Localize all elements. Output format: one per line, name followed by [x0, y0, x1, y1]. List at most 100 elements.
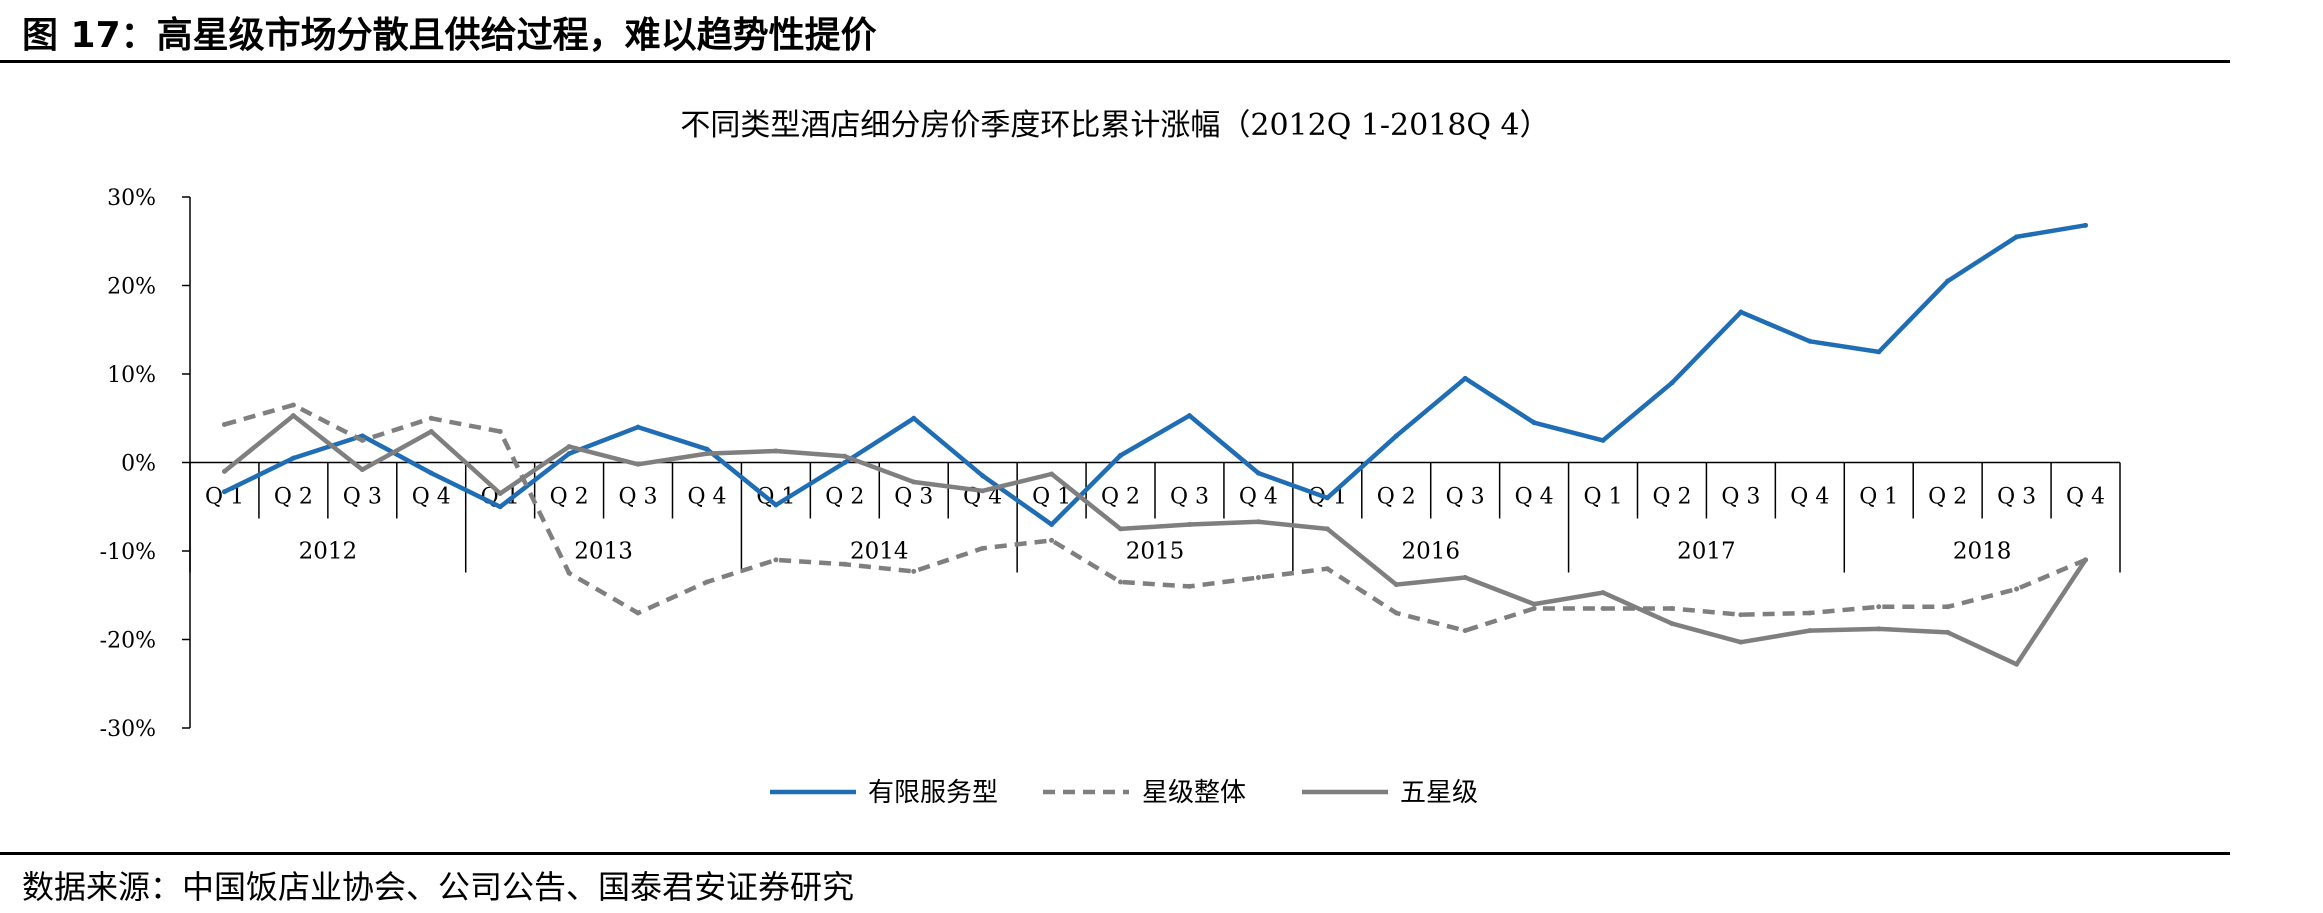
- bottom-rule: [0, 852, 2230, 855]
- data-point: [1807, 628, 1813, 634]
- quarter-label: Q 3: [1446, 485, 1485, 510]
- data-point: [566, 444, 572, 450]
- data-point: [1876, 349, 1882, 355]
- data-point: [1600, 606, 1606, 612]
- data-point: [635, 461, 641, 467]
- data-point: [1462, 375, 1468, 381]
- quarter-label: Q 3: [1170, 485, 1209, 510]
- year-label: 2013: [574, 539, 633, 565]
- data-point: [1945, 278, 1951, 284]
- data-point: [221, 468, 227, 474]
- data-point: [1600, 590, 1606, 596]
- y-tick-label: -30%: [100, 717, 156, 742]
- legend-item: 有限服务型: [770, 778, 998, 808]
- data-point: [497, 429, 503, 435]
- data-point: [359, 467, 365, 473]
- data-point: [1807, 338, 1813, 344]
- quarter-label: Q 3: [619, 485, 658, 510]
- data-point: [290, 413, 296, 419]
- data-point: [842, 453, 848, 459]
- source-note: 数据来源：中国饭店业协会、公司公告、国泰君安证券研究: [22, 868, 855, 906]
- series-1: [221, 402, 2089, 634]
- series-line: [222, 223, 2088, 527]
- data-point: [359, 437, 365, 443]
- series-layer: [221, 222, 2089, 667]
- year-label: 2012: [299, 539, 358, 565]
- data-point: [497, 504, 503, 510]
- y-tick-label: -10%: [100, 540, 156, 565]
- data-point: [221, 421, 227, 427]
- x-axis: Q 1 Q 2 Q 3 Q 4 Q 1 Q 2 Q 3 Q 4 Q 1 Q 2 Q 3 Q 4 Q 1 Q…: [189, 461, 2121, 573]
- figure-title: 图 17：高星级市场分散且供给过程，难以趋势性提价: [22, 15, 877, 56]
- year-label: 2015: [1126, 539, 1185, 565]
- quarter-label: Q 1: [205, 485, 244, 510]
- data-point: [1807, 610, 1813, 616]
- data-point: [428, 415, 434, 421]
- data-point: [1945, 629, 1951, 635]
- data-point: [980, 488, 986, 494]
- data-point: [911, 568, 917, 574]
- data-point: [2014, 234, 2020, 240]
- data-point: [1186, 413, 1192, 419]
- legend-item: 星级整体: [1043, 778, 1246, 808]
- legend-label: 五星级: [1400, 778, 1478, 808]
- data-point: [1738, 612, 1744, 618]
- data-point: [1049, 521, 1055, 527]
- data-point: [1118, 452, 1124, 458]
- data-point: [842, 460, 848, 465]
- data-point: [566, 570, 572, 576]
- data-point: [1324, 495, 1330, 501]
- year-label: 2016: [1401, 539, 1460, 565]
- quarter-label: Q 1: [1859, 485, 1898, 510]
- year-label: 2017: [1677, 539, 1736, 565]
- quarter-label: Q 2: [550, 485, 589, 510]
- data-point: [842, 561, 848, 567]
- data-point: [290, 402, 296, 408]
- data-point: [1393, 433, 1399, 439]
- data-point: [704, 446, 710, 452]
- quarter-label: Q 2: [1101, 485, 1140, 510]
- quarter-label: Q 3: [1721, 485, 1760, 510]
- data-point: [911, 479, 917, 485]
- y-tick-label: 20%: [107, 275, 156, 300]
- data-point: [1876, 626, 1882, 632]
- data-point: [1945, 604, 1951, 610]
- quarter-label: Q 2: [274, 485, 313, 510]
- quarter-label: Q 2: [1652, 485, 1691, 510]
- quarter-label: Q 3: [894, 485, 933, 510]
- year-label: 2018: [1953, 539, 2012, 565]
- legend-item: 五星级: [1302, 778, 1478, 808]
- data-point: [1049, 537, 1055, 543]
- data-point: [980, 473, 986, 479]
- quarter-label: Q 4: [412, 485, 451, 510]
- data-point: [704, 579, 710, 585]
- data-point: [1876, 604, 1882, 610]
- data-point: [773, 502, 779, 508]
- data-point: [980, 545, 986, 551]
- y-tick-label: 30%: [107, 186, 156, 211]
- data-point: [428, 470, 434, 476]
- data-point: [1669, 380, 1675, 386]
- data-point: [1186, 521, 1192, 527]
- data-point: [1255, 575, 1261, 581]
- data-point: [1462, 628, 1468, 634]
- quarter-label: Q 4: [1790, 485, 1829, 510]
- series-0: [221, 222, 2089, 527]
- legend-label: 星级整体: [1142, 778, 1246, 808]
- data-point: [704, 451, 710, 457]
- data-point: [1255, 519, 1261, 525]
- quarter-label: Q 3: [343, 485, 382, 510]
- data-point: [1118, 526, 1124, 532]
- y-axis: 30% 20% 10% 0% -10% -20% -30%: [100, 186, 191, 742]
- legend: 有限服务型 星级整体 五星级: [770, 778, 1478, 808]
- data-point: [566, 451, 572, 457]
- quarter-label: Q 2: [1928, 485, 1967, 510]
- data-point: [1462, 575, 1468, 581]
- legend-label: 有限服务型: [868, 778, 998, 808]
- year-label: 2014: [850, 539, 909, 565]
- quarter-label: Q 4: [2066, 485, 2105, 510]
- data-point: [1669, 621, 1675, 627]
- data-point: [1531, 606, 1537, 612]
- series-2: [221, 413, 2089, 667]
